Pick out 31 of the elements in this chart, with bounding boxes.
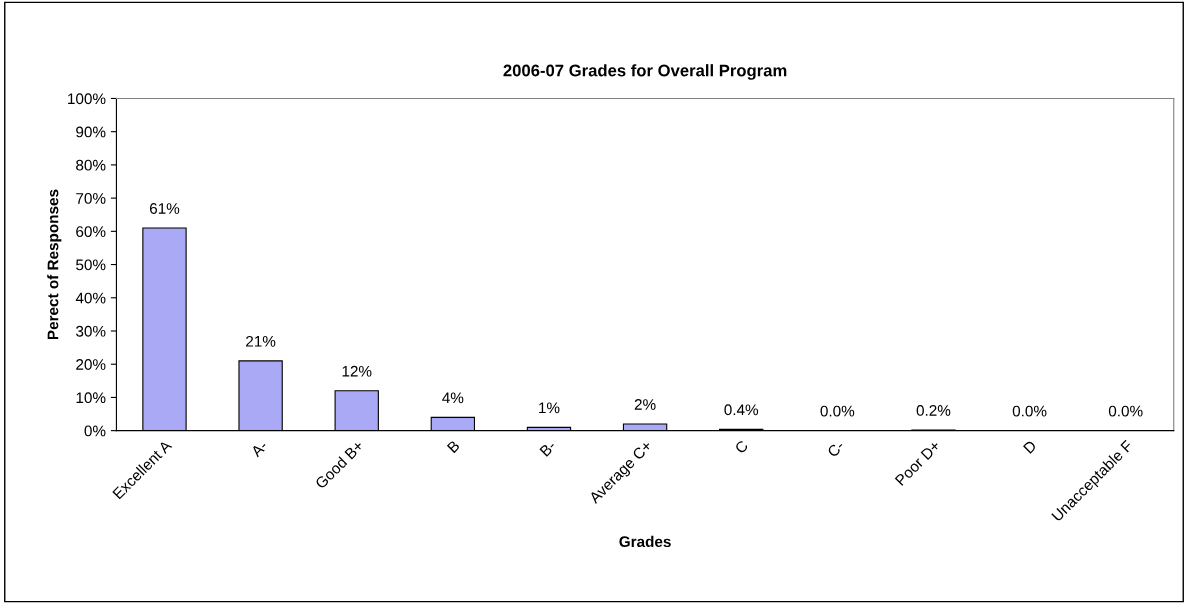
data-label: 0.2% <box>916 405 951 416</box>
data-label: 1% <box>539 402 560 414</box>
data-label: 0.0% <box>1108 405 1143 417</box>
data-label: 0.0% <box>820 405 855 417</box>
x-tick-label: B <box>446 439 461 454</box>
y-tick-label: 100% <box>68 93 106 105</box>
y-tick-label: 20% <box>76 359 106 370</box>
x-tick-label: B- <box>539 439 557 457</box>
y-tick-label: 60% <box>76 226 106 238</box>
x-tick-label: C- <box>826 439 845 458</box>
data-label: 0.4% <box>724 404 759 416</box>
y-tick-label: 70% <box>76 192 106 204</box>
data-label: 61% <box>149 203 180 214</box>
data-label: 4% <box>442 392 464 404</box>
chart-title: 2006-07 Grades for Overall Program <box>503 64 787 80</box>
data-label: 2% <box>634 399 656 410</box>
y-tick-label: 30% <box>76 325 106 337</box>
y-tick-label: 10% <box>76 392 106 404</box>
y-tick-label: 90% <box>76 126 106 138</box>
y-tick-label: 80% <box>76 159 106 171</box>
data-label: 21% <box>246 335 276 347</box>
y-tick-label: 40% <box>75 292 106 304</box>
data-label: 0.0% <box>1012 405 1047 417</box>
y-tick-label: 0% <box>84 425 106 437</box>
x-tick-label: C <box>734 439 749 455</box>
data-label: 12% <box>342 365 372 377</box>
y-axis-title: Perect of Responses <box>47 189 62 340</box>
y-tick-label: 50% <box>76 259 106 271</box>
x-tick-label: D <box>1023 439 1037 454</box>
x-tick-label: A- <box>250 439 268 458</box>
x-axis-title: Grades <box>619 535 671 548</box>
